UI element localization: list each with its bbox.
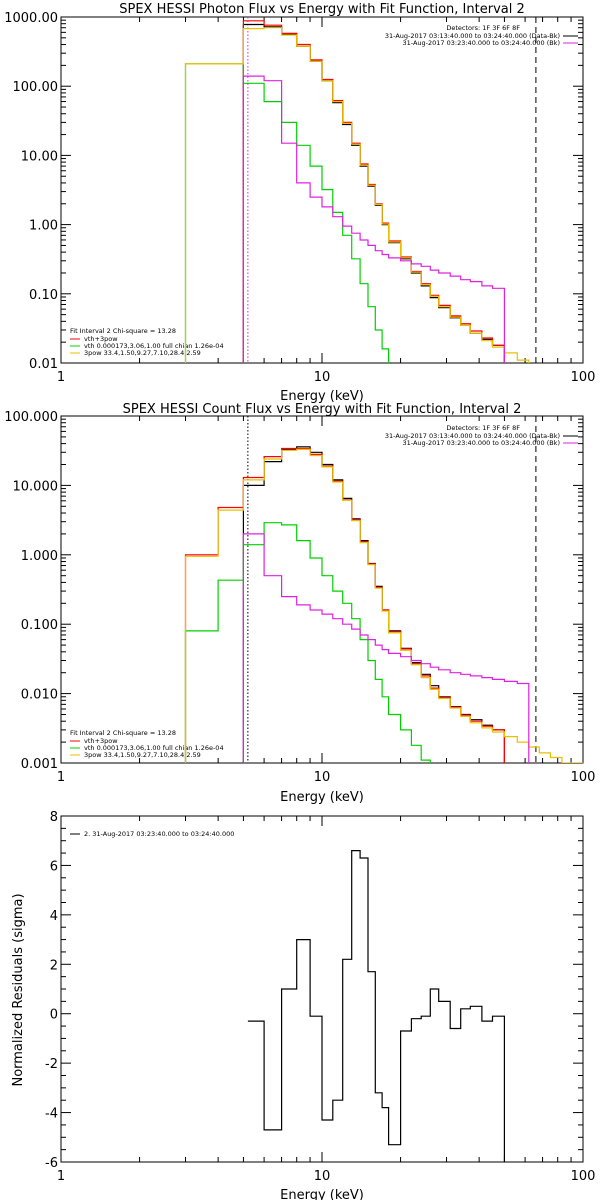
y-tick-label: 4 [50, 909, 58, 924]
count-flux-title: SPEX HESSI Count Flux vs Energy with Fit… [123, 402, 522, 417]
y-tick-label: 0 [50, 1008, 58, 1023]
y-tick-label: 100.000 [4, 410, 58, 425]
y-tick-label: 6 [50, 859, 58, 874]
y-tick-label: 8 [50, 810, 58, 825]
y-tick-label: 1.00 [29, 219, 58, 234]
series-background [242, 75, 505, 363]
series-total [242, 20, 505, 363]
x-tick-label: 1 [57, 1169, 65, 1184]
y-tick-label: 1000.00 [4, 11, 58, 26]
x-tick-label: 10 [314, 770, 331, 785]
x-tick-label: 1 [57, 370, 65, 385]
residuals-ylabel: Normalized Residuals (sigma) [11, 893, 26, 1086]
x-tick-label: 100 [571, 1169, 596, 1184]
count-fit-interval-label: Fit Interval 2 Chi-square = 13.28 [70, 729, 176, 737]
count-flux-xlabel: Energy (keV) [280, 790, 364, 805]
y-tick-label: -2 [45, 1057, 58, 1072]
y-tick-label: -6 [45, 1156, 58, 1171]
x-tick-label: 10 [314, 370, 331, 385]
y-tick-label: 0.001 [21, 757, 58, 772]
y-tick-label: 0.100 [21, 618, 58, 633]
series-data [242, 446, 505, 763]
x-tick-label: 100 [571, 370, 596, 385]
photon-legend-powerlaw: 3pow 33.4,1.50,9.27,7.10,28.4,2.59 [84, 349, 201, 357]
x-tick-label: 1 [57, 770, 65, 785]
y-tick-label: 0.10 [29, 288, 58, 303]
y-tick-label: -4 [45, 1107, 58, 1122]
photon-flux-xlabel: Energy (keV) [280, 389, 364, 404]
series-background [242, 533, 530, 763]
x-tick-label: 10 [314, 1169, 331, 1184]
series-group [184, 446, 583, 763]
series-powerlaw [184, 27, 530, 363]
photon-legend-total: vth+3pow [84, 335, 118, 343]
residuals-panel: Energy (keV) Normalized Residuals (sigma… [11, 810, 595, 1200]
residuals-xlabel: Energy (keV) [280, 1188, 364, 1200]
y-tick-label: 0.010 [21, 688, 58, 703]
count-legend-thermal: vth 0.000173,3.06,1.00 full chian 1.26e-… [84, 744, 224, 752]
y-tick-label: 2 [50, 958, 58, 973]
y-tick-label: 10.00 [21, 149, 58, 164]
photon-flux-panel: SPEX HESSI Photon Flux vs Energy with Fi… [4, 2, 595, 404]
count-detectors-label: Detectors: 1F 3F 6F 8F [446, 424, 520, 432]
x-tick-label: 100 [571, 770, 596, 785]
photon-legend-data-bk: 31-Aug-2017 03:13:40.000 to 03:24:40.000… [385, 32, 560, 40]
plot-frame [60, 415, 584, 764]
y-tick-label: 10.000 [13, 479, 59, 494]
count-legend-powerlaw: 3pow 33.4,1.50,9.27,7.10,28.4,2.59 [84, 751, 201, 759]
count-flux-panel: SPEX HESSI Count Flux vs Energy with Fit… [4, 402, 595, 805]
y-tick-label: 100.00 [13, 80, 59, 95]
photon-detectors-label: Detectors: 1F 3F 6F 8F [446, 24, 520, 32]
series-group [184, 20, 530, 363]
photon-legend-thermal: vth 0.000173,3.06,1.00 full chian 1.26e-… [84, 342, 224, 350]
series-powerlaw [184, 448, 583, 763]
residuals-legend-label: 2. 31-Aug-2017 03:23:40.000 to 03:24:40.… [84, 830, 234, 838]
photon-fit-interval-label: Fit Interval 2 Chi-square = 13.28 [70, 327, 176, 335]
y-tick-label: 0.01 [29, 357, 58, 372]
series-thermal [184, 63, 390, 363]
series-thermal [184, 522, 431, 763]
count-legend-total: vth+3pow [84, 737, 118, 745]
series-group [247, 850, 505, 1162]
photon-flux-title: SPEX HESSI Photon Flux vs Energy with Fi… [119, 2, 525, 17]
series-total [184, 447, 505, 763]
photon-legend-bk: 31-Aug-2017 03:23:40.000 to 03:24:40.000… [403, 39, 560, 47]
y-tick-label: 1.000 [21, 549, 58, 564]
series-2 [247, 850, 505, 1162]
count-legend-data-bk: 31-Aug-2017 03:13:40.000 to 03:24:40.000… [385, 432, 560, 440]
series-data [242, 23, 505, 363]
count-legend-bk: 31-Aug-2017 03:23:40.000 to 03:24:40.000… [403, 439, 560, 447]
